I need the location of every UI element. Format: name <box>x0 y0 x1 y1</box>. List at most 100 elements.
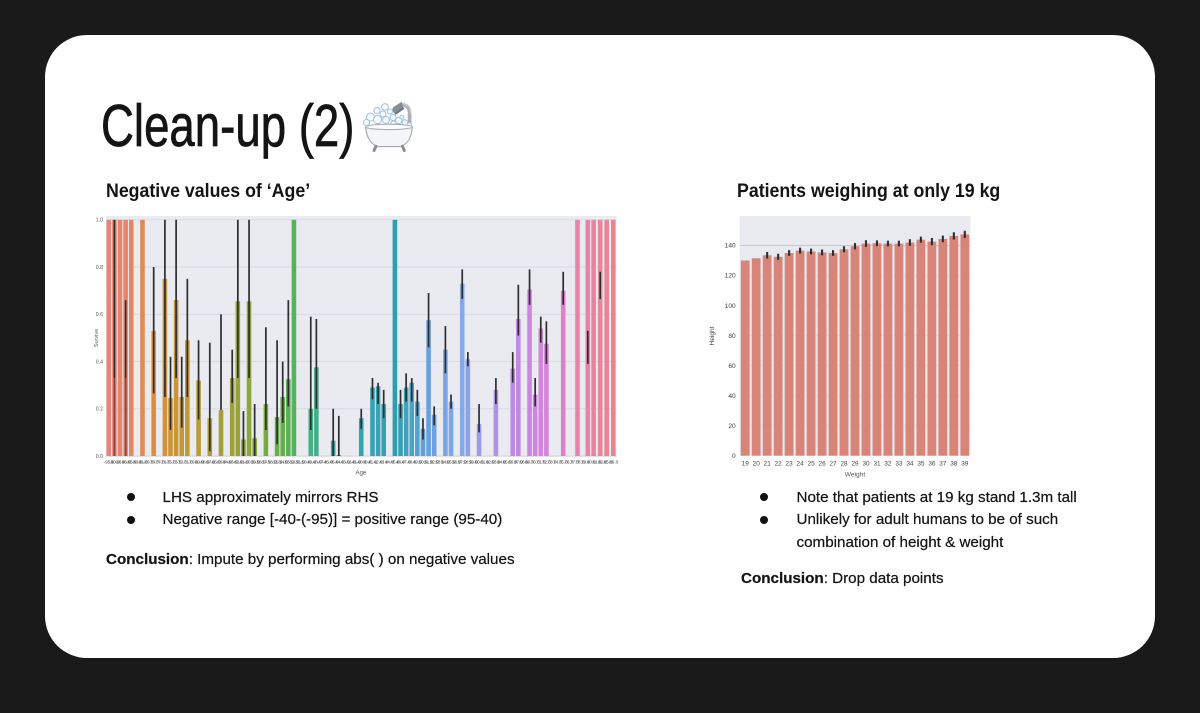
svg-text:62.0: 62.0 <box>486 460 495 465</box>
svg-text:0.8: 0.8 <box>96 265 103 271</box>
svg-text:51.0: 51.0 <box>424 460 433 465</box>
svg-text:-73.0: -73.0 <box>171 460 182 465</box>
svg-text:74.0: 74.0 <box>553 460 562 465</box>
svg-text:77.0: 77.0 <box>570 460 579 465</box>
svg-text:25: 25 <box>808 461 816 468</box>
svg-text:-83.0: -83.0 <box>132 460 143 465</box>
svg-text:72.0: 72.0 <box>542 460 551 465</box>
svg-text:86.0: 86.0 <box>609 460 618 465</box>
svg-text:-41.0: -41.0 <box>350 460 361 465</box>
svg-text:-90.0: -90.0 <box>109 460 120 465</box>
svg-text:0: 0 <box>732 453 736 460</box>
svg-text:37: 37 <box>939 461 947 468</box>
svg-text:68.0: 68.0 <box>519 460 528 465</box>
svg-text:20: 20 <box>728 423 736 430</box>
svg-text:43.0: 43.0 <box>379 460 388 465</box>
svg-text:1.0: 1.0 <box>96 218 103 224</box>
svg-text:-55.0: -55.0 <box>272 460 283 465</box>
svg-text:49.0: 49.0 <box>413 460 422 465</box>
svg-text:27: 27 <box>829 461 837 468</box>
svg-text:50.0: 50.0 <box>419 460 428 465</box>
svg-text:-43.0: -43.0 <box>339 460 350 465</box>
svg-text:-47.0: -47.0 <box>317 460 328 465</box>
svg-text:41.0: 41.0 <box>368 460 377 465</box>
svg-text:47.0: 47.0 <box>402 460 411 465</box>
svg-text:55.0: 55.0 <box>447 460 456 465</box>
svg-text:44.0: 44.0 <box>385 460 394 465</box>
svg-text:120: 120 <box>725 273 736 280</box>
svg-text:-72.0: -72.0 <box>176 460 187 465</box>
svg-text:38: 38 <box>950 461 958 468</box>
svg-text:65.0: 65.0 <box>503 460 512 465</box>
svg-text:85.0: 85.0 <box>604 460 613 465</box>
svg-text:-61.0: -61.0 <box>238 460 249 465</box>
svg-text:80.0: 80.0 <box>587 460 596 465</box>
svg-text:31: 31 <box>873 461 881 468</box>
svg-text:78.0: 78.0 <box>576 460 585 465</box>
svg-text:-88.0: -88.0 <box>115 460 126 465</box>
svg-text:20: 20 <box>753 461 761 468</box>
svg-text:76.0: 76.0 <box>564 460 573 465</box>
svg-text:67.0: 67.0 <box>514 460 523 465</box>
svg-text:30: 30 <box>862 461 870 468</box>
svg-text:-68.0: -68.0 <box>199 460 210 465</box>
svg-text:36: 36 <box>928 461 936 468</box>
svg-text:Height: Height <box>709 326 716 345</box>
svg-text:140: 140 <box>725 243 736 250</box>
svg-text:23: 23 <box>786 461 794 468</box>
svg-text:-76.0: -76.0 <box>160 460 171 465</box>
svg-text:42.0: 42.0 <box>374 460 383 465</box>
svg-text:-63.0: -63.0 <box>227 460 238 465</box>
svg-text:40: 40 <box>728 393 736 400</box>
svg-text:-75.0: -75.0 <box>165 460 176 465</box>
svg-text:63.0: 63.0 <box>491 460 500 465</box>
svg-text:32: 32 <box>884 461 892 468</box>
svg-text:60: 60 <box>728 363 736 370</box>
svg-text:70.0: 70.0 <box>531 460 540 465</box>
svg-text:82.0: 82.0 <box>598 460 607 465</box>
svg-text:Age: Age <box>356 471 367 477</box>
svg-text:-46.0: -46.0 <box>322 460 333 465</box>
svg-text:Survive: Survive <box>94 329 100 347</box>
svg-text:29: 29 <box>851 461 859 468</box>
svg-text:59.0: 59.0 <box>469 460 478 465</box>
svg-text:-81.0: -81.0 <box>137 460 148 465</box>
svg-text:-69.0: -69.0 <box>193 460 204 465</box>
svg-text:54.0: 54.0 <box>441 460 450 465</box>
svg-text:Weight: Weight <box>845 472 866 479</box>
svg-text:69.0: 69.0 <box>525 460 534 465</box>
svg-text:26: 26 <box>819 461 827 468</box>
svg-text:64.0: 64.0 <box>497 460 506 465</box>
svg-text:24: 24 <box>797 461 805 468</box>
svg-text:-95.0: -95.0 <box>104 460 115 465</box>
svg-text:-54.0: -54.0 <box>277 460 288 465</box>
svg-text:81.0: 81.0 <box>592 460 601 465</box>
svg-text:33: 33 <box>895 461 903 468</box>
svg-text:-56.0: -56.0 <box>266 460 277 465</box>
svg-text:79.0: 79.0 <box>581 460 590 465</box>
svg-text:-50.0: -50.0 <box>300 460 311 465</box>
svg-text:-44.0: -44.0 <box>334 460 345 465</box>
svg-text:-42.0: -42.0 <box>345 460 356 465</box>
svg-text:-80.0: -80.0 <box>143 460 154 465</box>
svg-text:0.0: 0.0 <box>96 454 103 460</box>
svg-text:-53.0: -53.0 <box>283 460 294 465</box>
svg-text:34: 34 <box>906 461 914 468</box>
svg-text:-64.0: -64.0 <box>221 460 232 465</box>
svg-text:52.0: 52.0 <box>430 460 439 465</box>
svg-text:60.0: 60.0 <box>475 460 484 465</box>
svg-text:-51.0: -51.0 <box>294 460 305 465</box>
svg-text:35: 35 <box>917 461 925 468</box>
svg-text:-77.0: -77.0 <box>154 460 165 465</box>
svg-text:-40.0: -40.0 <box>356 460 367 465</box>
svg-text:-67.0: -67.0 <box>205 460 216 465</box>
svg-text:0.4: 0.4 <box>96 359 103 365</box>
svg-text:66.0: 66.0 <box>508 460 517 465</box>
svg-text:-49.0: -49.0 <box>306 460 317 465</box>
svg-text:71.0: 71.0 <box>536 460 545 465</box>
svg-text:40.0: 40.0 <box>362 460 371 465</box>
svg-text:46.0: 46.0 <box>396 460 405 465</box>
svg-text:61.0: 61.0 <box>480 460 489 465</box>
svg-text:58.0: 58.0 <box>463 460 472 465</box>
svg-text:-70.0: -70.0 <box>188 460 199 465</box>
